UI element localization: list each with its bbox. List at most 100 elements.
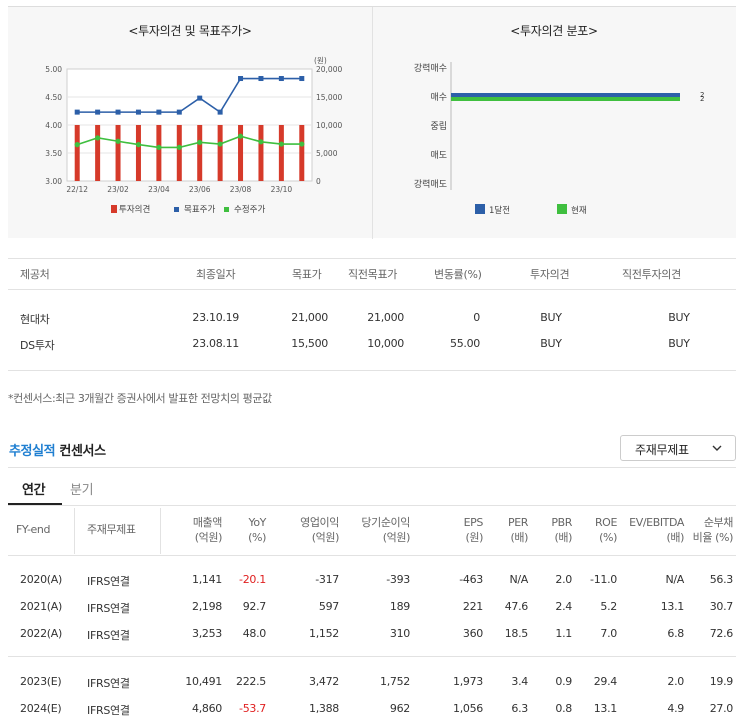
header-line-2: (원)	[465, 531, 483, 544]
opinion-bar	[238, 125, 244, 181]
current-bar	[451, 97, 680, 101]
target-price-line	[77, 77, 302, 114]
adjusted-price-point	[176, 144, 182, 150]
x-axis-tick-label: 23/02	[107, 185, 129, 194]
cell-pbr: 2.0	[555, 573, 572, 586]
col-yoy: YoY (%)	[186, 515, 266, 545]
cell-fy-end: 2022(A)	[20, 627, 63, 640]
header-line-2: (억원)	[311, 531, 340, 544]
cell-ev-ebitda: N/A	[665, 573, 684, 586]
cell-ev-ebitda: 2.0	[667, 675, 684, 688]
col-change-rate: 변동률(%)	[434, 268, 482, 281]
col-target-price: 목표가	[292, 268, 322, 281]
cell-pbr: 1.1	[555, 627, 572, 640]
x-axis-tick-label: 23/10	[271, 185, 293, 194]
tab-annual[interactable]: 연간	[22, 483, 46, 498]
col-last-date: 최종일자	[196, 268, 236, 281]
cell-eps: 1,973	[453, 675, 483, 688]
target-price-point	[217, 109, 223, 115]
right-axis-tick-label: 20,000	[316, 65, 342, 74]
cell-prev-target: 21,000	[367, 311, 404, 324]
cell-fy-end: 2023(E)	[20, 675, 62, 688]
cell-operating-profit: -317	[315, 573, 339, 586]
estimate-header-top-line	[8, 505, 736, 506]
header-line-1: 매출액	[192, 516, 223, 529]
col-prev-opinion: 직전투자의견	[622, 268, 681, 281]
cell-yoy: 222.5	[236, 675, 266, 688]
col-net-debt-ratio: 순부채 비율 (%)	[653, 515, 734, 545]
legend-swatch	[557, 204, 567, 214]
header-line-1: 순부채	[703, 516, 734, 529]
adjusted-price-point	[299, 141, 305, 147]
target-price-point	[176, 109, 182, 115]
header-line-1: ROE	[594, 516, 617, 529]
tab-quarterly[interactable]: 분기	[70, 483, 94, 498]
cell-pbr: 2.4	[555, 600, 572, 613]
header-line-2: (%)	[248, 531, 266, 544]
adjusted-price-point	[156, 144, 162, 150]
header-line-2: (배)	[554, 531, 572, 544]
target-price-point	[258, 76, 264, 82]
statement-type-dropdown[interactable]: 주재무제표	[620, 435, 736, 461]
header-line-1: FY-end	[16, 523, 51, 536]
cell-statement-type: IFRS연결	[87, 602, 130, 615]
legend-label: 목표주가	[184, 205, 215, 215]
tabs-top-line	[8, 467, 736, 468]
x-axis-tick-label: 23/06	[189, 185, 211, 194]
x-axis-tick-label: 22/12	[66, 185, 88, 194]
cell-statement-type: IFRS연결	[87, 575, 130, 588]
cell-revenue: 10,491	[185, 675, 222, 688]
cell-revenue: 2,198	[192, 600, 222, 613]
col-eps: EPS (원)	[403, 515, 484, 545]
cell-change-rate: 55.00	[450, 337, 480, 350]
cell-last-date: 23.10.19	[192, 311, 239, 324]
left-axis-tick-label: 5.00	[45, 65, 62, 74]
col-prev-target: 직전목표가	[348, 268, 398, 281]
legend-label: 수정주가	[234, 204, 265, 215]
col-opinion: 투자의견	[530, 268, 570, 281]
cell-fy-end: 2020(A)	[20, 573, 63, 586]
cell-roe: 29.4	[593, 675, 618, 688]
estimate-section-title: 추정실적 컨센서스	[9, 440, 106, 459]
opinion-distribution-chart-title: <투자의견 분포>	[510, 24, 598, 38]
category-label: 강력매도	[414, 178, 447, 190]
header-line-1: 당기순이익	[361, 516, 410, 529]
cell-operating-profit: 3,472	[309, 675, 339, 688]
opinion-bar	[258, 125, 264, 181]
adjusted-price-point	[197, 139, 203, 145]
legend-label: 1달전	[489, 205, 510, 216]
header-line-2: (억원)	[382, 531, 411, 544]
cell-prev-target: 10,000	[367, 337, 404, 350]
adjusted-price-line	[76, 135, 302, 149]
cell-yoy: 48.0	[242, 627, 267, 640]
consensus-note: *컨센서스:최근 3개월간 증권사에서 발표한 전망치의 평균값	[8, 392, 272, 405]
cell-eps: 1,056	[453, 702, 483, 715]
left-axis-tick-label: 3.00	[45, 177, 62, 186]
adjusted-price-point	[258, 139, 264, 145]
opinion-bar	[95, 125, 101, 181]
legend-swatch	[224, 207, 229, 212]
cell-per: 18.5	[504, 627, 529, 640]
cell-per: 3.4	[511, 675, 528, 688]
cell-prev-opinion: BUY	[668, 311, 690, 324]
cell-provider: 현대차	[20, 313, 50, 326]
target-price-point	[115, 109, 121, 115]
col-roe: ROE (%)	[537, 515, 617, 545]
cell-net-income: -393	[386, 573, 410, 586]
col-ev-ebitda: EV/EBITDA (배)	[604, 515, 684, 545]
target-price-point	[238, 76, 244, 82]
col-provider: 제공처	[20, 268, 50, 281]
cell-per: 47.6	[504, 600, 529, 613]
category-label: 매수	[430, 92, 447, 103]
right-axis-tick-label: 5,000	[316, 149, 338, 158]
legend-swatch	[475, 204, 485, 214]
dropdown-value: 주재무제표	[635, 443, 689, 457]
cell-provider: DS투자	[20, 339, 55, 352]
category-label: 강력매수	[414, 62, 447, 74]
cell-revenue: 1,141	[192, 573, 222, 586]
col-fy-end: FY-end	[16, 522, 50, 537]
estimate-title-rest: 컨센서스	[59, 444, 106, 459]
bar-value-label: 2	[700, 91, 704, 99]
col-revenue: 매출액 (억원)	[142, 515, 223, 545]
adjusted-price-point	[135, 142, 142, 148]
